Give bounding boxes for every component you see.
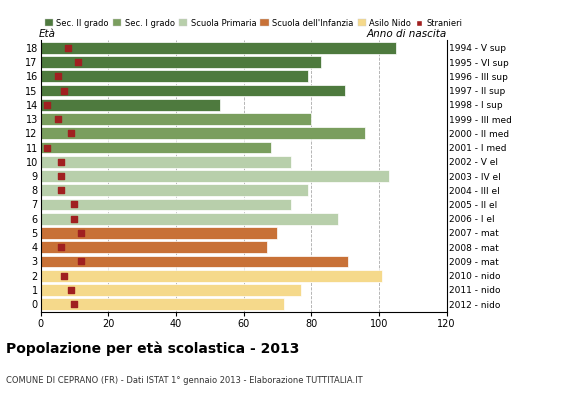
Bar: [41, 184, 308, 196]
Point: [60, 87, 69, 94]
Bar: [41, 256, 349, 267]
Legend: Sec. II grado, Sec. I grado, Scuola Primaria, Scuola dell'Infanzia, Asilo Nido, : Sec. II grado, Sec. I grado, Scuola Prim…: [45, 19, 463, 28]
Bar: [41, 199, 291, 210]
Point: [66, 287, 75, 293]
Point: [56, 187, 66, 194]
Point: [43, 102, 52, 108]
Bar: [41, 128, 365, 139]
Bar: [41, 284, 301, 296]
Point: [70, 216, 79, 222]
Point: [77, 258, 86, 265]
Bar: [41, 227, 277, 239]
Bar: [41, 156, 291, 168]
Bar: [41, 99, 220, 111]
Point: [60, 272, 69, 279]
Bar: [41, 56, 321, 68]
Point: [70, 201, 79, 208]
Point: [63, 45, 72, 51]
Bar: [41, 42, 396, 54]
Point: [53, 116, 62, 122]
Point: [56, 244, 66, 250]
Bar: [41, 298, 284, 310]
Point: [56, 158, 66, 165]
Bar: [41, 113, 311, 125]
Text: Popolazione per età scolastica - 2013: Popolazione per età scolastica - 2013: [6, 342, 299, 356]
Bar: [41, 241, 267, 253]
Point: [43, 144, 52, 151]
Bar: [41, 70, 308, 82]
Text: Anno di nascita: Anno di nascita: [367, 30, 447, 40]
Point: [66, 130, 75, 136]
Point: [56, 173, 66, 179]
Text: COMUNE DI CEPRANO (FR) - Dati ISTAT 1° gennaio 2013 - Elaborazione TUTTITALIA.IT: COMUNE DI CEPRANO (FR) - Dati ISTAT 1° g…: [6, 376, 362, 385]
Bar: [41, 142, 271, 153]
Text: Età: Età: [38, 30, 56, 40]
Bar: [41, 270, 382, 282]
Point: [77, 230, 86, 236]
Point: [73, 59, 82, 65]
Point: [53, 73, 62, 80]
Bar: [41, 213, 338, 224]
Bar: [41, 85, 345, 96]
Bar: [41, 170, 389, 182]
Point: [70, 301, 79, 307]
